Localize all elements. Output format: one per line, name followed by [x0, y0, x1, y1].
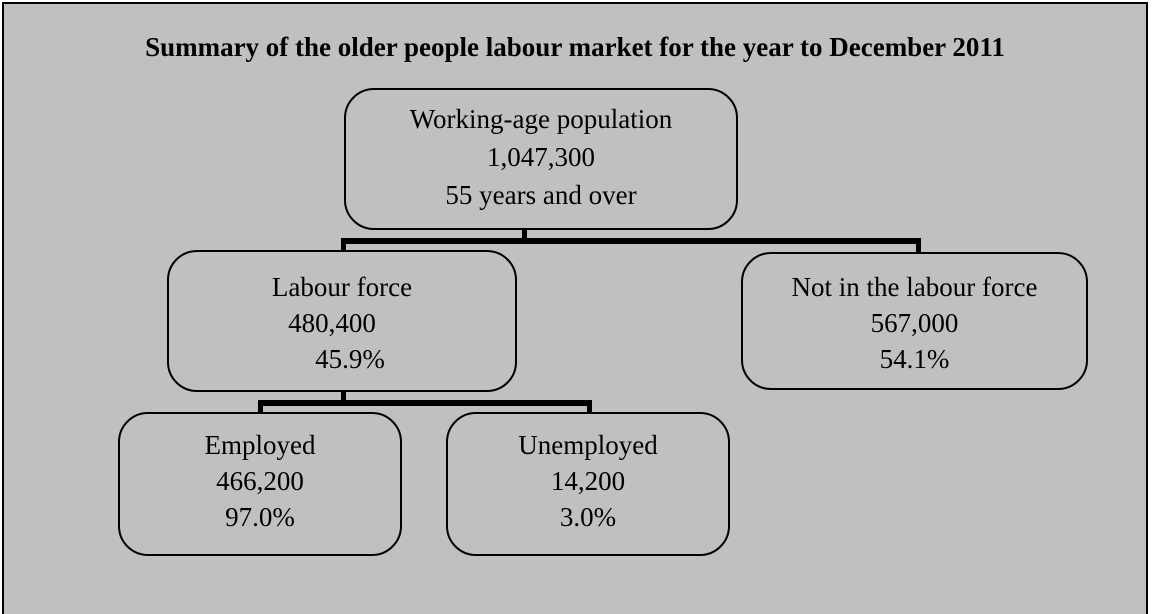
connector-population-stem — [522, 228, 527, 242]
node-unemployed: Unemployed 14,200 3.0% — [446, 412, 730, 556]
unemployed-value: 14,200 — [550, 466, 626, 496]
employed-label: Employed — [204, 430, 316, 460]
connector-labour-force-bar — [258, 400, 592, 406]
population-note: 55 years and over — [445, 180, 637, 210]
labour-force-value: 480,400 — [288, 308, 376, 338]
employed-percent: 97.0% — [225, 502, 295, 532]
not-in-labour-force-value: 567,000 — [870, 308, 959, 338]
node-employed: Employed 466,200 97.0% — [118, 412, 402, 556]
population-label: Working-age population — [409, 104, 673, 134]
connector-to-unemployed — [587, 400, 592, 414]
connector-to-employed — [258, 400, 263, 414]
connector-to-not-in-labour-force — [916, 238, 921, 254]
labour-force-label: Labour force — [271, 272, 413, 302]
unemployed-percent: 3.0% — [559, 502, 617, 532]
node-labour-force: Labour force 480,400 45.9% — [167, 250, 517, 392]
node-working-age-population: Working-age population 1,047,300 55 year… — [344, 88, 738, 230]
diagram-title: Summary of the older people labour marke… — [145, 32, 1005, 62]
labour-force-percent: 45.9% — [315, 344, 385, 374]
connector-labour-force-stem — [341, 390, 346, 402]
not-in-labour-force-percent: 54.1% — [879, 344, 950, 374]
not-in-labour-force-label: Not in the labour force — [791, 272, 1038, 302]
connector-population-bar — [341, 238, 921, 244]
connector-to-labour-force — [341, 238, 346, 252]
unemployed-label: Unemployed — [518, 430, 658, 460]
employed-value: 466,200 — [216, 466, 304, 496]
population-value: 1,047,300 — [487, 142, 595, 172]
node-not-in-labour-force: Not in the labour force 567,000 54.1% — [741, 252, 1088, 390]
